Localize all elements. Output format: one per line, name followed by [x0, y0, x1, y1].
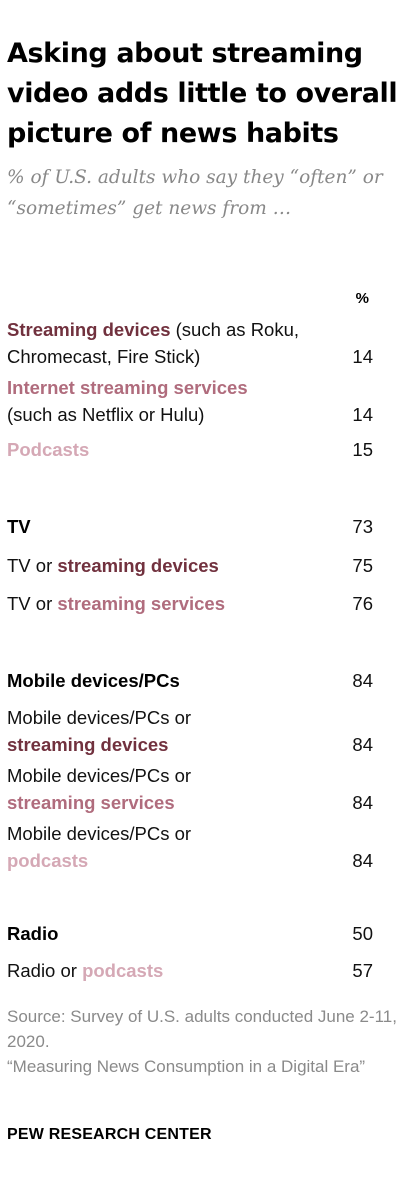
table-row-mobile-or-streaming-services: Mobile devices/PCs or streaming services… — [7, 762, 387, 816]
row-label-highlight: Mobile devices/PCs — [7, 670, 180, 691]
row-label-highlight: streaming services — [57, 593, 226, 614]
row-label-text: Mobile devices/PCs or — [7, 707, 192, 728]
table-row-tv: TV 73 — [7, 513, 387, 540]
row-label-highlight: TV — [7, 516, 31, 537]
row-label-highlight: Podcasts — [7, 439, 90, 460]
row-label-highlight: Streaming devices — [7, 319, 171, 340]
row-value: 75 — [352, 555, 373, 576]
row-label-text: TV or — [7, 555, 58, 576]
row-value: 73 — [352, 516, 373, 537]
table-row-streaming-devices: Streaming devices (such as Roku, Chromec… — [7, 316, 387, 370]
table-row-podcasts: Podcasts 15 — [7, 436, 387, 463]
row-label-text: Mobile devices/PCs or — [7, 823, 192, 844]
row-label-highlight: Internet streaming services — [7, 377, 248, 398]
row-label: Internet streaming services (such as Net… — [7, 374, 327, 428]
row-label: Mobile devices/PCs or streaming devices — [7, 704, 327, 758]
row-label-text: (such as Netflix or Hulu) — [7, 404, 205, 425]
row-label-highlight: streaming devices — [7, 734, 169, 755]
row-label: Radio or podcasts — [7, 957, 327, 984]
table-row-radio-or-podcasts: Radio or podcasts 57 — [7, 957, 387, 984]
row-value: 76 — [352, 593, 373, 614]
row-label-text: (such as Roku, Chromecast, Fire Stick) — [7, 319, 300, 367]
row-label: Streaming devices (such as Roku, Chromec… — [7, 316, 327, 370]
table-row-streaming-services: Internet streaming services (such as Net… — [7, 374, 387, 428]
row-value: 14 — [352, 404, 373, 425]
row-label: Mobile devices/PCs or podcasts — [7, 820, 327, 874]
table-row-mobile-or-podcasts: Mobile devices/PCs or podcasts 84 — [7, 820, 387, 874]
chart-subtitle: % of U.S. adults who say they “often” or… — [7, 167, 383, 219]
row-label: TV or streaming services — [7, 590, 327, 617]
row-label-highlight: streaming services — [7, 792, 175, 813]
row-label-highlight: podcasts — [7, 850, 89, 871]
row-label: TV or streaming devices — [7, 552, 327, 579]
row-label: Mobile devices/PCs or streaming services — [7, 762, 327, 816]
row-label-highlight: streaming devices — [57, 555, 219, 576]
table-row-radio: Radio 50 — [7, 920, 387, 947]
row-value: 84 — [352, 792, 373, 813]
table-row-mobile: Mobile devices/PCs 84 — [7, 667, 387, 694]
row-label-text: Mobile devices/PCs or — [7, 765, 192, 786]
chart-footer: Source: Survey of U.S. adults conducted … — [7, 1004, 401, 1079]
percent-column-header: % — [355, 290, 369, 307]
brand-logo-text: PEW RESEARCH CENTER — [7, 1126, 212, 1143]
row-value: 14 — [352, 346, 373, 367]
row-value: 15 — [352, 439, 373, 460]
table-row-mobile-or-streaming-devices: Mobile devices/PCs or streaming devices … — [7, 704, 387, 758]
row-value: 84 — [352, 670, 373, 691]
chart-title: Asking about streaming video adds little… — [7, 38, 398, 149]
source-note: Source: Survey of U.S. adults conducted … — [7, 1007, 397, 1051]
row-value: 57 — [352, 960, 373, 981]
row-label: TV — [7, 513, 327, 540]
table-row-tv-or-streaming-services: TV or streaming services 76 — [7, 590, 387, 617]
row-label-highlight: Radio — [7, 923, 59, 944]
row-label: Radio — [7, 920, 327, 947]
report-title: “Measuring News Consumption in a Digital… — [7, 1057, 366, 1076]
row-label: Mobile devices/PCs — [7, 667, 327, 694]
row-label-highlight: podcasts — [82, 960, 164, 981]
row-value: 84 — [352, 734, 373, 755]
row-label-text: Radio or — [7, 960, 83, 981]
row-label: Podcasts — [7, 436, 327, 463]
row-value: 84 — [352, 850, 373, 871]
row-label-text: TV or — [7, 593, 58, 614]
table-row-tv-or-streaming-devices: TV or streaming devices 75 — [7, 552, 387, 579]
row-value: 50 — [352, 923, 373, 944]
